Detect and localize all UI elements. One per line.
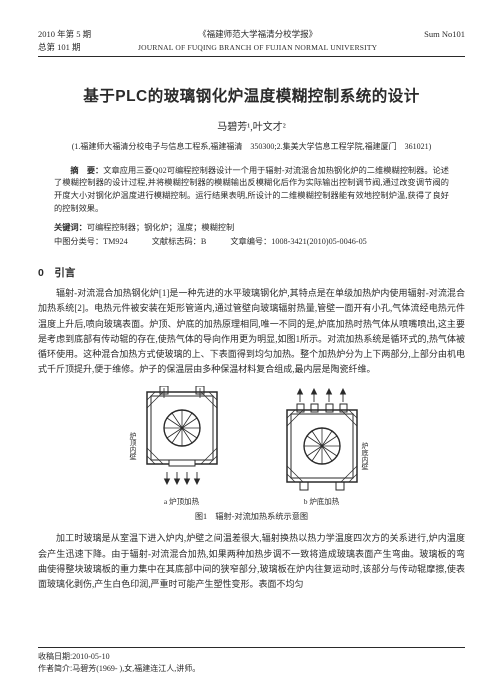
keywords-row: 关键词：可编程控制器；钢化炉；温度；模糊控制 (38, 222, 465, 234)
classification-row: 中图分类号：TM924 文献标志码：B 文章编号：1008-3421(2010)… (38, 236, 465, 248)
figure-1b-caption: b 炉底加热 (267, 496, 377, 507)
section-title: 引言 (54, 267, 75, 279)
figure-1a-caption: a 炉顶加热 (127, 496, 237, 507)
sum-number: Sum No101 (424, 28, 465, 41)
article-id: 文章编号：1008-3421(2010)05-0046-05 (230, 236, 366, 248)
diagram-b: 炉底内壁 (267, 386, 377, 494)
abstract-block: 摘 要：文章应用三菱Q02可编程控制器设计一个用于辐射-对流混合加热钢化炉的二维… (38, 165, 465, 216)
clc: 中图分类号：TM924 (54, 236, 128, 248)
section-0-head: 0 引言 (38, 266, 465, 282)
abstract-body: 文章应用三菱Q02可编程控制器设计一个用于辐射-对流混合加热钢化炉的二维模糊控制… (54, 166, 449, 213)
abstract-text: 摘 要：文章应用三菱Q02可编程控制器设计一个用于辐射-对流混合加热钢化炉的二维… (54, 165, 449, 216)
total-issue: 总第 101 期 (38, 41, 91, 54)
article-title: 基于PLC的玻璃钢化炉温度模糊控制系统的设计 (38, 85, 465, 108)
svg-text:炉顶内壁: 炉顶内壁 (129, 431, 137, 460)
journal-name: 《福建师范大学福清分校学报》 JOURNAL OF FUQING BRANCH … (91, 28, 424, 53)
authors: 马碧芳¹,叶文才² (38, 120, 465, 135)
diagram-a: 炉顶内壁 (127, 386, 237, 494)
journal-name-cn: 《福建师范大学福清分校学报》 (91, 28, 424, 41)
affiliation: (1.福建师大福清分校电子与信息工程系,福建福清 350300;2.集美大学信息… (38, 141, 465, 153)
figure-1b: 炉底内壁 b 炉底加热 (267, 386, 377, 507)
author-bio: 作者简介:马碧芳(1969- ),女,福建连江人,讲师。 (38, 663, 465, 675)
paragraph-1: 辐射-对流混合加热钢化炉[1]是一种先进的水平玻璃钢化炉,其特点是在单级加热炉内… (38, 286, 465, 378)
section-num: 0 (38, 267, 44, 279)
issue-info: 2010 年第 5 期 总第 101 期 (38, 28, 91, 54)
svg-text:炉底内壁: 炉底内壁 (361, 441, 369, 470)
paragraph-2: 加工时玻璃是从室温下进入炉内,炉壁之间温差很大,辐射换热以热力学温度四次方的关系… (38, 531, 465, 592)
figure-1-caption: 图1 辐射-对流加热系统示意图 (38, 511, 465, 523)
abstract-label: 摘 要： (70, 166, 103, 175)
keywords-label: 关键词： (54, 223, 87, 232)
received-date: 收稿日期:2010-05-10 (38, 651, 465, 663)
doc-code: 文献标志码：B (152, 236, 207, 248)
footer: 收稿日期:2010-05-10 作者简介:马碧芳(1969- ),女,福建连江人… (38, 647, 465, 675)
figure-1a: 炉顶内壁 a 炉顶加热 (127, 386, 237, 507)
journal-header: 2010 年第 5 期 总第 101 期 《福建师范大学福清分校学报》 JOUR… (38, 28, 465, 57)
journal-name-en: JOURNAL OF FUQING BRANCH OF FUJIAN NORMA… (91, 42, 424, 53)
year-issue: 2010 年第 5 期 (38, 28, 91, 41)
figure-1: 炉顶内壁 a 炉顶加热 (38, 386, 465, 507)
keywords-text: 可编程控制器；钢化炉；温度；模糊控制 (87, 223, 234, 232)
